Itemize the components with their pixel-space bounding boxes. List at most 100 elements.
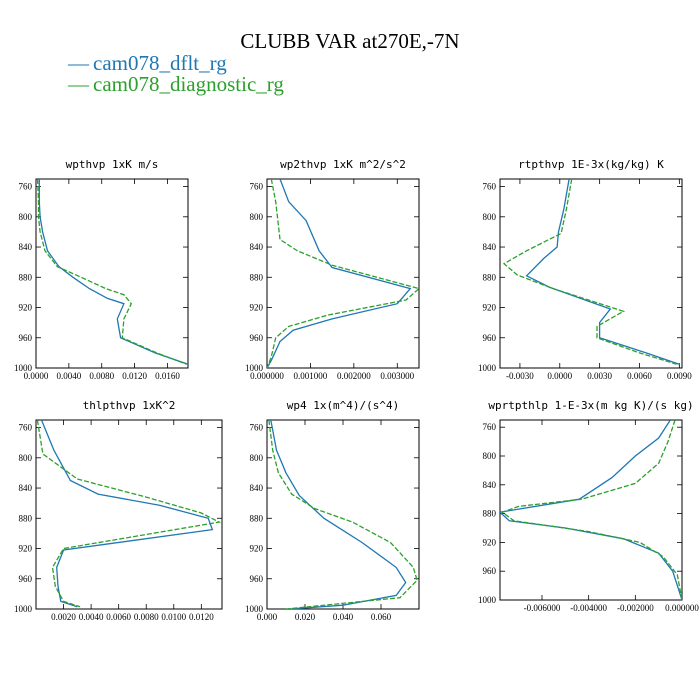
y-tick-label: 960 xyxy=(250,574,264,584)
y-tick-label: 840 xyxy=(483,480,497,490)
y-tick-label: 1000 xyxy=(245,363,264,373)
y-tick-label: 760 xyxy=(250,423,264,433)
series-line-diagnostic xyxy=(36,420,222,608)
x-tick-label: 0.0090 xyxy=(667,371,692,381)
legend-entry-1: — cam078_dflt_rg xyxy=(67,51,227,75)
x-tick-label: 0.0000 xyxy=(547,371,572,381)
x-tick-label: 0.0040 xyxy=(79,612,104,622)
panel-2: wp2thvp 1xK m^2/s^2 760 800 840 880 920 960 100… xyxy=(245,158,420,381)
legend-entry-2: — cam078_diagnostic_rg xyxy=(67,72,284,96)
series-line-diagnostic xyxy=(500,420,682,600)
x-tick-label: 0.0040 xyxy=(56,371,81,381)
x-tick-label: -0.006000 xyxy=(524,603,561,613)
x-tick-label: 0.0120 xyxy=(122,371,147,381)
x-tick-label: 0.0100 xyxy=(161,612,186,622)
y-tick-label: 800 xyxy=(19,212,33,222)
y-tick-label: 880 xyxy=(19,272,33,282)
y-tick-label: 880 xyxy=(483,272,497,282)
y-tick-label: 920 xyxy=(250,544,264,554)
x-tick-label: -0.0030 xyxy=(506,371,534,381)
y-tick-label: 960 xyxy=(19,333,33,343)
x-tick-label: 0.0060 xyxy=(627,371,652,381)
y-tick-label: 960 xyxy=(483,566,497,576)
x-tick-label: 0.003000 xyxy=(380,371,414,381)
x-tick-label: 0.000000 xyxy=(250,371,284,381)
legend-entry-1-dash: — xyxy=(67,51,90,75)
y-tick-label: 840 xyxy=(19,242,33,252)
y-tick-label: 800 xyxy=(483,212,497,222)
x-tick-label: -0.002000 xyxy=(617,603,654,613)
x-tick-label: 0.0020 xyxy=(51,612,76,622)
y-tick-label: 920 xyxy=(483,537,497,547)
panel-6-frame xyxy=(499,419,683,601)
series-line-diagnostic xyxy=(502,179,677,365)
y-tick-label: 840 xyxy=(19,483,33,493)
y-tick-label: 1000 xyxy=(14,604,33,614)
y-tick-label: 840 xyxy=(483,242,497,252)
panel-4: thlpthvp 1xK^2 760 800 840 880 920 960 1000 0.00… xyxy=(14,399,223,622)
y-tick-label: 800 xyxy=(250,453,264,463)
x-tick-label: 0.0080 xyxy=(134,612,159,622)
series-line-dflt xyxy=(525,179,680,365)
series-line-diagnostic xyxy=(268,420,418,609)
x-tick-label: 0.000000 xyxy=(665,603,699,613)
panel-6: wprtpthlp 1-E-3x(m kg K)/(s kg) 760 800 840… xyxy=(478,399,699,613)
panel-5: wp4 1x(m^4)/(s^4)76080084088092096010000… xyxy=(245,399,420,622)
panel-2-frame xyxy=(266,178,420,369)
panel-6-title: wprtpthlp 1-E-3x(m kg K)/(s kg) xyxy=(488,399,693,412)
panel-1: wpthvp 1xK m/s76080084088092096010000.00… xyxy=(14,158,189,381)
series-line-diagnostic xyxy=(267,179,419,368)
y-tick-label: 800 xyxy=(483,451,497,461)
panel-2-title: wp2thvp 1xK m^2/s^2 xyxy=(280,158,406,171)
x-tick-label: 0.000 xyxy=(257,612,278,622)
panel-4-frame xyxy=(35,419,223,610)
x-tick-label: -0.004000 xyxy=(570,603,607,613)
panel-3-frame xyxy=(499,178,683,369)
series-line-dflt xyxy=(267,179,412,368)
x-tick-label: 0.040 xyxy=(333,612,354,622)
x-tick-label: 0.0060 xyxy=(106,612,131,622)
legend: — cam078_dflt_rg — cam078_diagnostic_rg xyxy=(67,51,284,96)
y-tick-label: 800 xyxy=(19,453,33,463)
x-tick-label: 0.002000 xyxy=(337,371,371,381)
x-tick-label: 0.060 xyxy=(371,612,392,622)
x-tick-label: 0.001000 xyxy=(294,371,328,381)
y-tick-label: 760 xyxy=(19,182,33,192)
x-tick-label: 0.0160 xyxy=(155,371,180,381)
y-tick-label: 1000 xyxy=(245,604,264,614)
legend-entry-2-label: cam078_diagnostic_rg xyxy=(93,72,284,96)
series-line-dflt xyxy=(38,179,188,365)
figure-title: CLUBB VAR at270E,-7N xyxy=(240,29,459,53)
series-line-dflt xyxy=(270,420,407,609)
y-tick-label: 920 xyxy=(19,544,33,554)
y-tick-label: 1000 xyxy=(478,595,497,605)
y-tick-label: 920 xyxy=(19,303,33,313)
x-tick-label: 0.020 xyxy=(295,612,316,622)
panel-1-title: wpthvp 1xK m/s xyxy=(66,158,159,171)
panels: wpthvp 1xK m/s76080084088092096010000.00… xyxy=(14,158,699,622)
panel-3: rtpthvp 1E-3x(kg/kg) K 760 800 840 880 920 960… xyxy=(478,158,692,381)
legend-entry-1-label: cam078_dflt_rg xyxy=(93,51,227,75)
y-tick-label: 960 xyxy=(19,574,33,584)
panel-1-frame xyxy=(35,178,189,369)
y-tick-label: 760 xyxy=(250,182,264,192)
y-tick-label: 880 xyxy=(19,513,33,523)
panel-4-title: thlpthvp 1xK^2 xyxy=(83,399,176,412)
y-tick-label: 960 xyxy=(483,333,497,343)
y-tick-label: 840 xyxy=(250,483,264,493)
y-tick-label: 1000 xyxy=(478,363,497,373)
y-tick-label: 760 xyxy=(19,423,33,433)
x-tick-label: 0.0120 xyxy=(189,612,214,622)
x-tick-label: 0.0000 xyxy=(24,371,49,381)
y-tick-label: 840 xyxy=(250,242,264,252)
y-tick-label: 920 xyxy=(250,303,264,313)
legend-entry-2-dash: — xyxy=(67,72,90,96)
y-tick-label: 880 xyxy=(250,513,264,523)
x-tick-label: 0.0030 xyxy=(587,371,612,381)
y-tick-label: 800 xyxy=(250,212,264,222)
panel-3-title: rtpthvp 1E-3x(kg/kg) K xyxy=(518,158,664,171)
y-tick-label: 880 xyxy=(250,272,264,282)
series-line-dflt xyxy=(500,420,682,600)
